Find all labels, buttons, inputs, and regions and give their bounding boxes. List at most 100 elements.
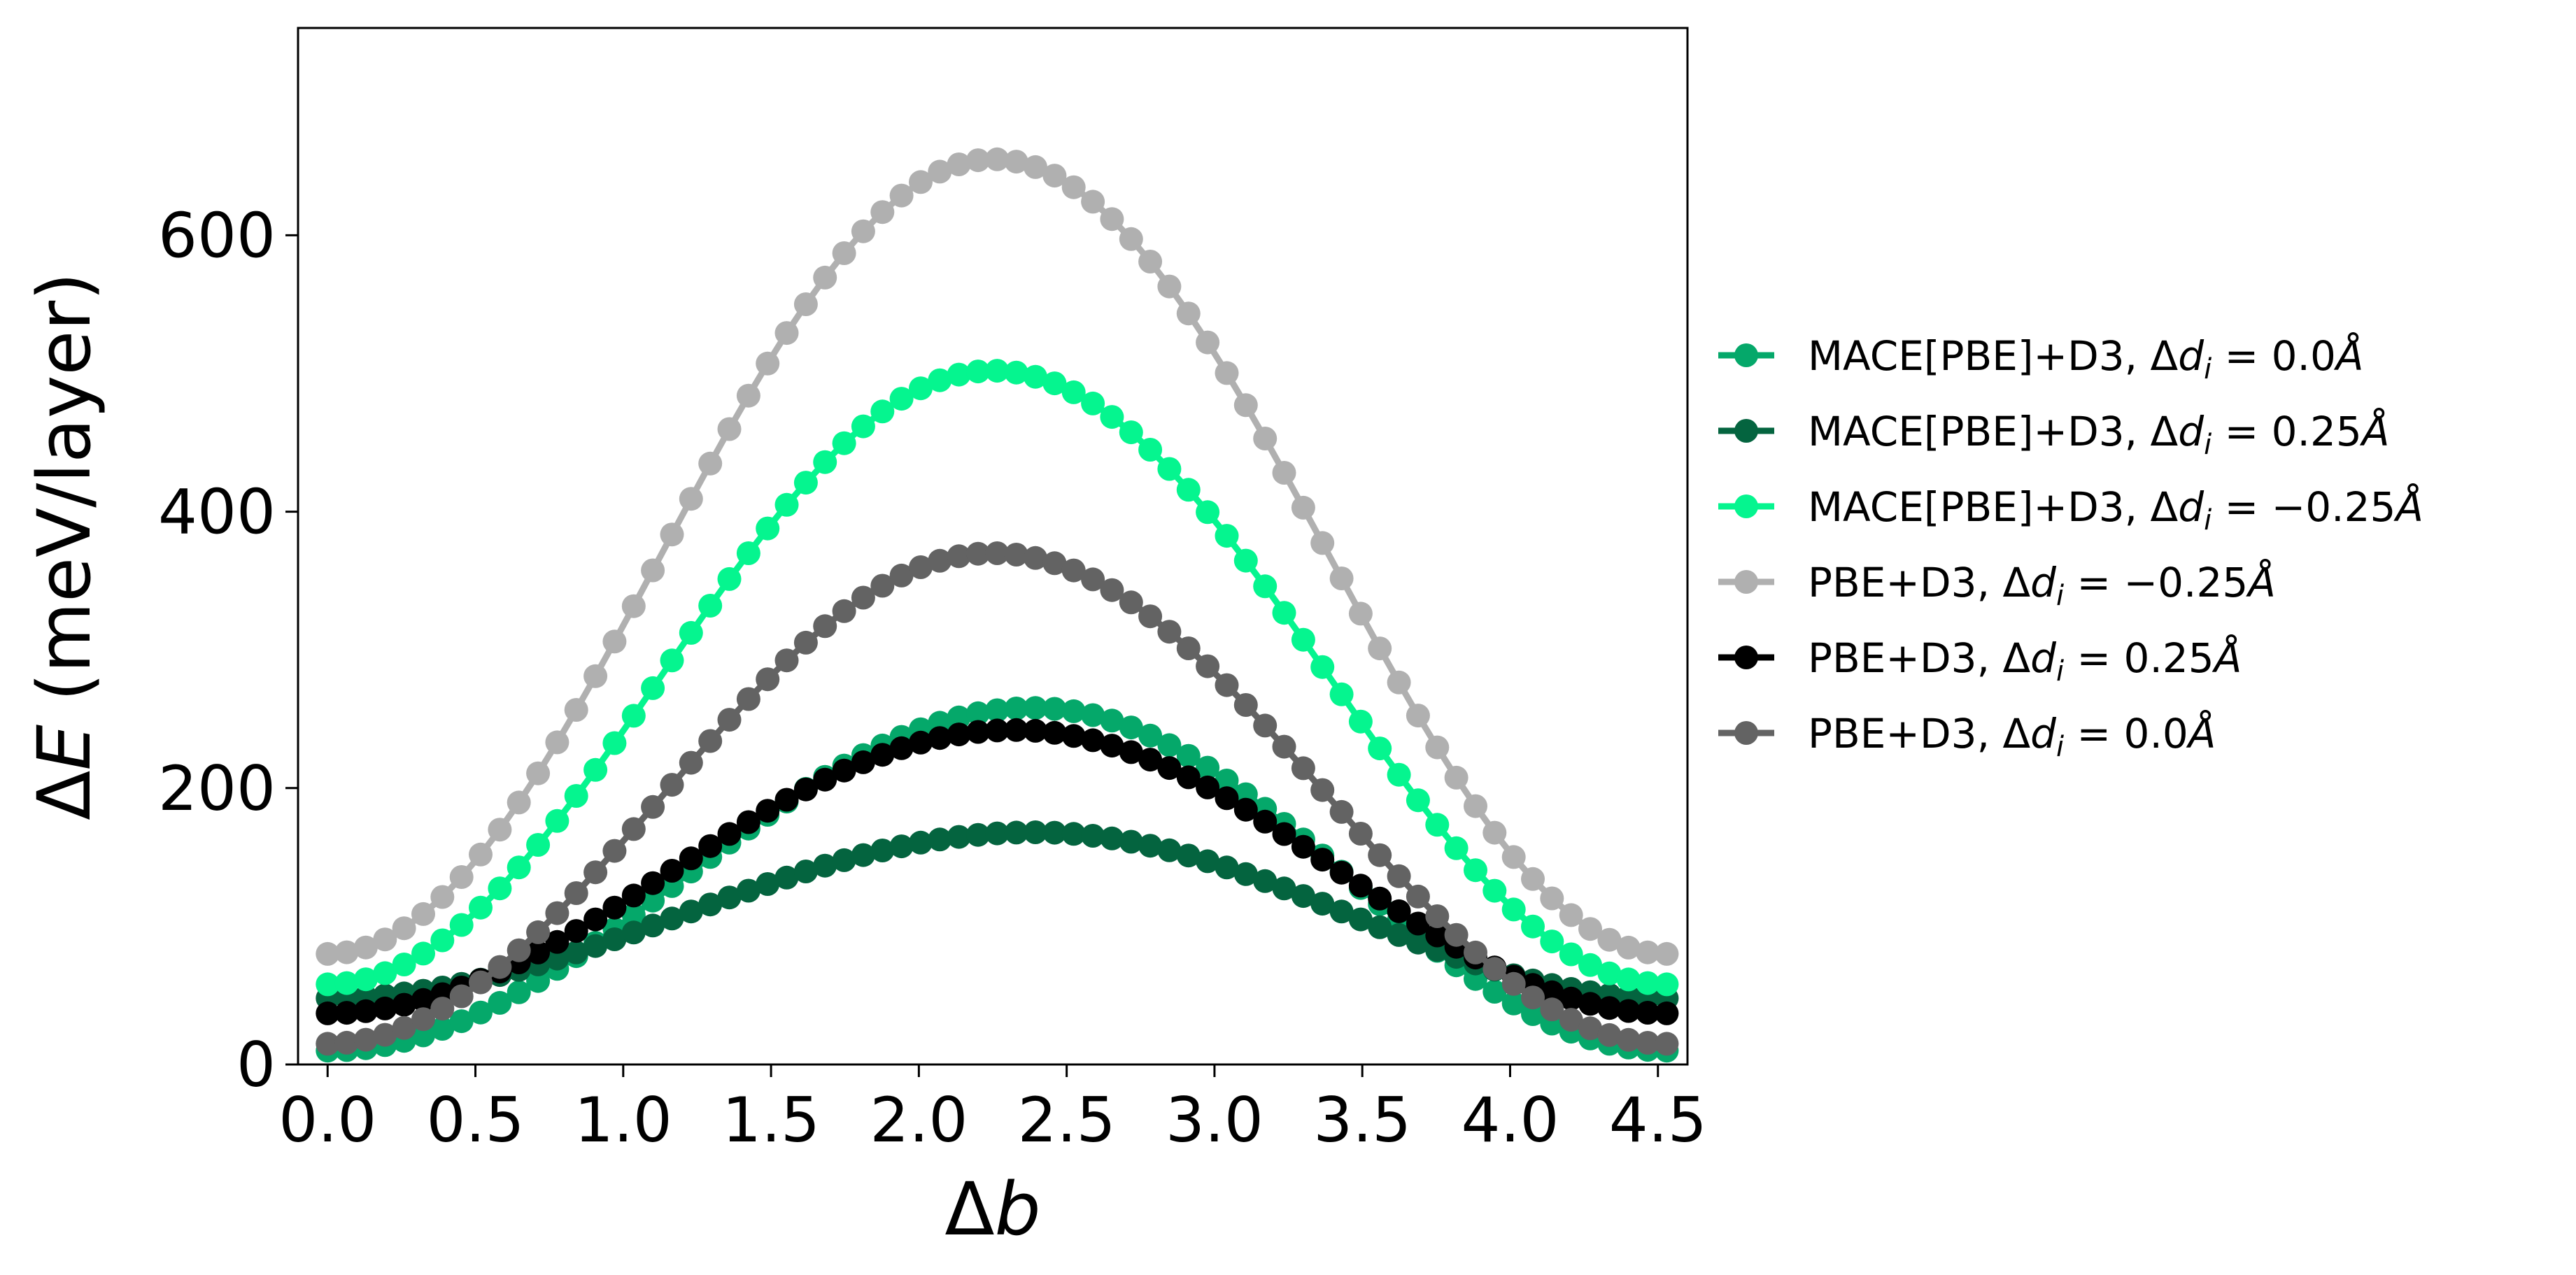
x-tick-label: 4.5	[1609, 1084, 1707, 1156]
data-point	[1310, 778, 1335, 802]
data-point	[1387, 923, 1411, 947]
data-point	[1138, 250, 1163, 273]
data-point	[717, 567, 742, 591]
data-point	[774, 492, 799, 517]
data-point	[928, 827, 952, 852]
data-point	[1578, 953, 1602, 977]
data-point	[1138, 723, 1163, 748]
data-point	[736, 810, 760, 834]
data-point	[832, 431, 856, 455]
series-layer	[316, 147, 1679, 1063]
data-point	[334, 940, 359, 964]
data-point	[1482, 980, 1507, 1004]
data-point	[641, 558, 665, 583]
data-point	[1196, 755, 1220, 780]
data-point	[928, 368, 952, 392]
data-point	[793, 292, 818, 316]
data-point	[316, 1001, 340, 1025]
data-point	[947, 152, 971, 176]
data-point	[507, 938, 531, 962]
data-point	[526, 920, 551, 944]
data-point	[641, 888, 665, 913]
data-point	[1616, 999, 1641, 1023]
data-point	[1444, 765, 1469, 790]
data-point	[1119, 740, 1143, 764]
data-point	[1559, 942, 1583, 967]
data-point	[1196, 330, 1220, 355]
data-point	[1176, 478, 1201, 502]
data-point	[602, 629, 627, 654]
data-point	[1119, 715, 1143, 740]
data-point	[641, 871, 665, 895]
data-point	[1061, 822, 1086, 846]
data-point	[641, 676, 665, 700]
data-point	[1482, 878, 1507, 903]
data-point	[353, 999, 378, 1023]
data-point	[545, 946, 569, 971]
data-point	[1310, 655, 1335, 679]
data-point	[1597, 961, 1622, 985]
data-point	[947, 705, 971, 729]
data-point	[1176, 636, 1201, 660]
data-point	[392, 1016, 416, 1040]
data-point	[1559, 903, 1583, 927]
data-point	[507, 980, 531, 1004]
data-point	[660, 906, 684, 931]
data-point	[1501, 991, 1526, 1016]
data-point	[545, 730, 569, 755]
data-point	[1233, 393, 1258, 418]
data-point	[621, 903, 646, 927]
data-point	[545, 809, 569, 833]
data-point	[1310, 848, 1335, 872]
data-point	[870, 200, 895, 225]
data-point	[1616, 935, 1641, 960]
x-tick-label: 0.5	[427, 1084, 525, 1156]
data-point	[334, 971, 359, 995]
data-point	[430, 1017, 455, 1041]
data-point	[1425, 813, 1450, 837]
data-point	[1024, 718, 1047, 743]
data-point	[1042, 164, 1067, 188]
data-point	[411, 941, 435, 966]
data-point	[1368, 915, 1392, 939]
data-point	[641, 795, 665, 819]
legend-label: PBE+D3, Δdi = −0.25Å	[1808, 558, 2276, 612]
data-point	[928, 159, 952, 184]
data-point	[1004, 150, 1028, 174]
data-point	[774, 648, 799, 673]
data-point	[1425, 904, 1450, 928]
data-point	[1444, 836, 1469, 860]
series-line	[327, 367, 1667, 988]
data-point	[1042, 371, 1067, 396]
data-point	[1157, 733, 1182, 757]
data-point	[717, 822, 742, 846]
data-point	[564, 698, 588, 722]
data-point	[1501, 971, 1526, 996]
legend-label: PBE+D3, Δdi = 0.0Å	[1808, 709, 2216, 763]
data-point	[1636, 1031, 1660, 1055]
data-point	[813, 767, 837, 792]
data-point	[1272, 822, 1296, 846]
data-point	[756, 799, 780, 823]
data-point	[1597, 1023, 1622, 1047]
data-point	[660, 648, 684, 673]
y-tick-label: 600	[158, 199, 276, 271]
data-point	[813, 853, 837, 878]
data-point	[698, 594, 723, 618]
data-point	[449, 913, 474, 937]
data-point	[1061, 175, 1086, 199]
data-point	[583, 860, 608, 885]
data-point	[1578, 1016, 1602, 1041]
data-point	[985, 698, 1010, 722]
data-point	[1406, 930, 1430, 955]
data-point	[717, 708, 742, 732]
data-point	[679, 750, 703, 775]
data-point	[1119, 420, 1143, 445]
data-point	[870, 399, 895, 424]
x-tick-label: 4.0	[1461, 1084, 1559, 1156]
data-point	[889, 736, 914, 760]
data-point	[1406, 788, 1430, 813]
data-point	[1655, 1001, 1679, 1025]
data-point	[1329, 682, 1354, 706]
